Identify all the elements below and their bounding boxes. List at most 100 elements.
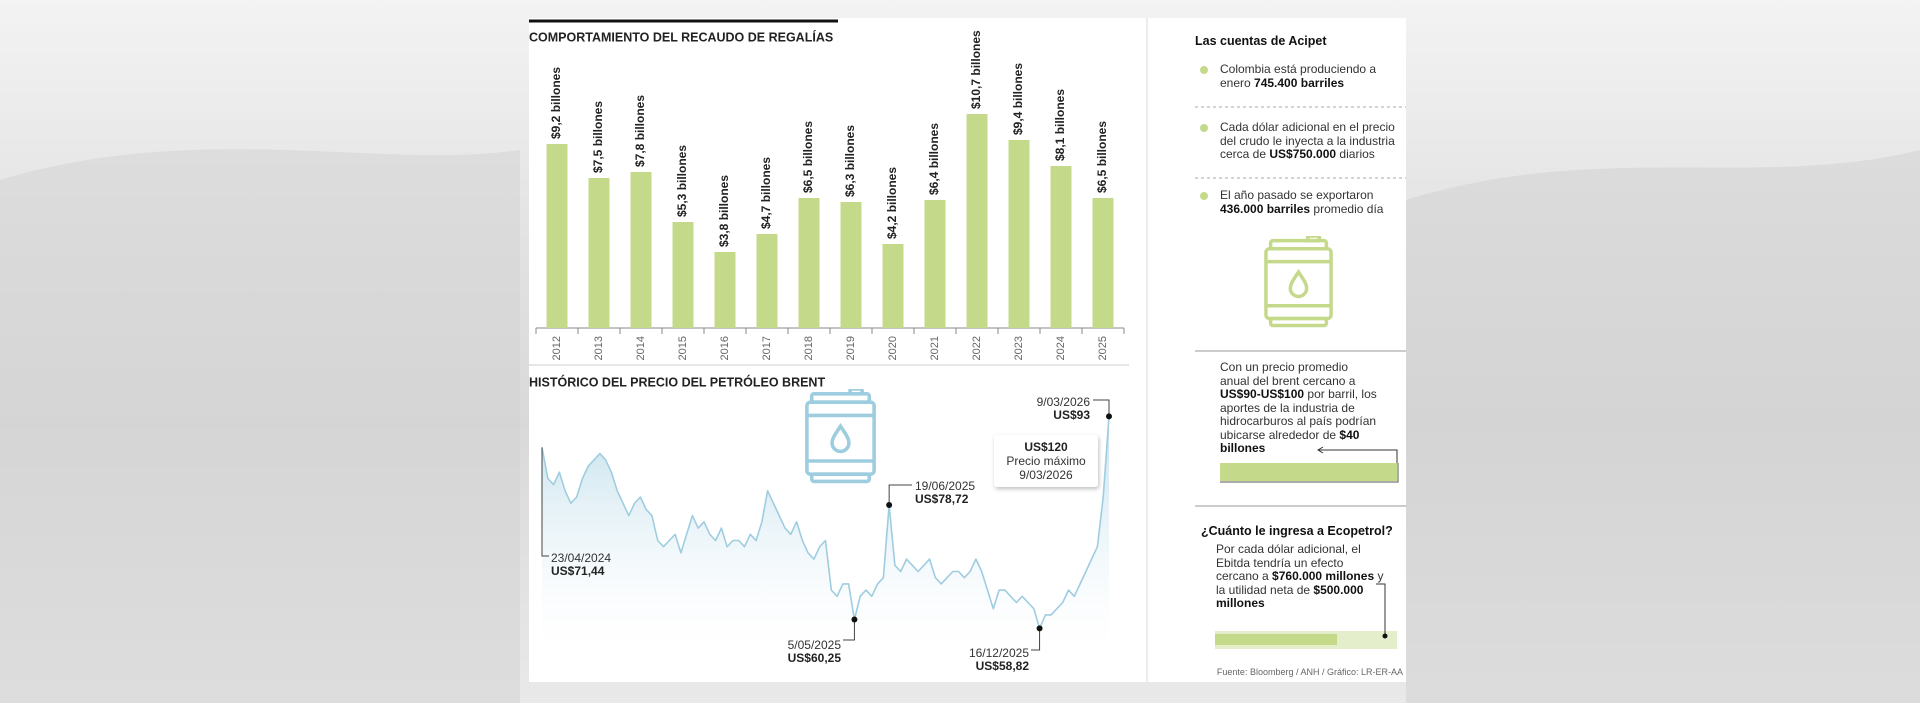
arrowhead	[1317, 446, 1324, 454]
value-label: $7,5 billones	[591, 101, 605, 173]
bar-edge	[1220, 463, 1399, 483]
bullet	[1200, 192, 1208, 200]
annotation-date: 5/05/2025	[788, 638, 842, 652]
bold-text: 436.000 barriles	[1220, 201, 1311, 216]
annotation-value: US$71,44	[551, 564, 605, 578]
annotation-leader	[1093, 399, 1110, 417]
bar	[714, 252, 736, 328]
text: y la utilidad neta de	[1216, 569, 1384, 597]
value-label: $8,1 billones	[1053, 89, 1067, 161]
leader	[1376, 583, 1386, 636]
x-tick-label: 2016	[719, 336, 731, 360]
bar	[924, 200, 946, 328]
bold-text: 745.400 barriles	[1254, 75, 1345, 90]
x-tick-label: 2018	[803, 336, 815, 360]
max-value: US$120	[1024, 440, 1068, 454]
bold-text: $500.000 millones	[1216, 582, 1364, 610]
annotation-value: US$58,82	[976, 659, 1030, 673]
bar	[1008, 140, 1030, 328]
price-area	[542, 416, 1109, 649]
bullet-text: Colombia está produciendo a enero 745.40…	[1220, 62, 1400, 90]
bar	[882, 244, 904, 328]
annotation-leader	[1031, 628, 1041, 651]
annotation-value: US$60,25	[788, 651, 842, 665]
x-tick-label: 2020	[887, 336, 899, 360]
price-line	[541, 416, 1110, 630]
bar	[798, 198, 820, 328]
ecopetrol-text: Por cada dólar adicional, el Ebitda tend…	[1216, 542, 1384, 611]
x-tick-label: 2019	[845, 336, 857, 360]
text: diarios	[1336, 147, 1375, 161]
annotation-value: US$93	[1053, 408, 1090, 422]
text: Cada dólar adicional en el precio del cr…	[1220, 120, 1395, 161]
annotation-date: 19/06/2025	[915, 479, 975, 493]
projection-text: Con un precio promedio anual del brent c…	[1220, 360, 1380, 456]
bullet	[1200, 66, 1208, 74]
text: promedio día	[1310, 201, 1384, 216]
source: Fuente: Bloomberg / ANH / Gráfico: LR-ER…	[1216, 667, 1403, 677]
bar	[840, 202, 862, 328]
bullet-text: El año pasado se exportaron 436.000 barr…	[1220, 188, 1400, 216]
max-box	[994, 435, 1098, 487]
text: Colombia está produciendo a enero	[1220, 62, 1377, 90]
value-label: $6,5 billones	[1095, 121, 1109, 193]
sidebar-title: Las cuentas de Acipet	[1195, 34, 1327, 48]
value-label: $9,4 billones	[1011, 63, 1025, 135]
annotation-date: 23/04/2024	[551, 551, 611, 565]
bar	[588, 178, 610, 328]
bar	[1050, 166, 1072, 328]
x-tick-label: 2015	[677, 336, 689, 360]
bar	[756, 234, 778, 328]
annotation-leader	[843, 619, 855, 641]
bullet	[1200, 124, 1208, 132]
value-label: $9,2 billones	[549, 67, 563, 139]
line-chart-title: HISTÓRICO DEL PRECIO DEL PETRÓLEO BRENT	[529, 374, 825, 389]
x-tick-label: 2025	[1097, 336, 1109, 360]
text: Por cada dólar adicional, el Ebitda tend…	[1216, 542, 1361, 583]
value-label: $10,7 billones	[969, 30, 983, 109]
bar	[546, 144, 568, 328]
value-label: $6,5 billones	[801, 121, 815, 193]
x-tick-label: 2024	[1055, 336, 1067, 360]
text: El año pasado se exportaron	[1220, 188, 1374, 202]
value-label: $5,3 billones	[675, 145, 689, 217]
value-label: $6,4 billones	[927, 123, 941, 195]
x-tick-label: 2022	[971, 336, 983, 360]
ecopetrol-bar-inner	[1215, 634, 1337, 645]
bar	[966, 114, 988, 328]
annotation-leader	[888, 484, 912, 505]
bar	[630, 172, 652, 328]
annotation-value: US$78,72	[915, 492, 969, 506]
x-tick-label: 2014	[635, 336, 647, 360]
bold-text: $760.000 millones	[1272, 569, 1375, 583]
annotation-leader	[541, 447, 549, 557]
max-date: 9/03/2026	[1019, 468, 1073, 482]
text: por barril, los aportes de la industria …	[1220, 387, 1377, 442]
bar	[1092, 198, 1114, 328]
annotation-date: 9/03/2026	[1037, 395, 1091, 409]
value-label: $7,8 billones	[633, 95, 647, 167]
value-label: $3,8 billones	[717, 175, 731, 247]
bar-chart-title: COMPORTAMIENTO DEL RECAUDO DE REGALÍAS	[529, 29, 833, 44]
bold-text: US$750.000	[1269, 147, 1337, 161]
value-label: $4,7 billones	[759, 157, 773, 229]
text: Con un precio promedio anual del brent c…	[1220, 360, 1356, 388]
bold-text: US$90-US$100	[1220, 387, 1305, 401]
value-label: $4,2 billones	[885, 167, 899, 239]
x-tick-label: 2021	[929, 336, 941, 360]
x-tick-label: 2012	[551, 336, 563, 360]
x-tick-label: 2013	[593, 336, 605, 360]
x-tick-label: 2017	[761, 336, 773, 360]
x-tick-label: 2023	[1013, 336, 1025, 360]
bg-hill	[0, 149, 520, 703]
leader	[1318, 449, 1398, 463]
ecopetrol-title: ¿Cuánto le ingresa a Ecopetrol?	[1201, 524, 1393, 538]
annotation-dot	[886, 501, 893, 508]
projection-bar	[1220, 463, 1397, 481]
annotation-dot	[1036, 625, 1043, 632]
annotation-dot	[1106, 413, 1112, 420]
leader-dot	[1382, 633, 1388, 639]
bg-hill	[1406, 150, 1920, 703]
